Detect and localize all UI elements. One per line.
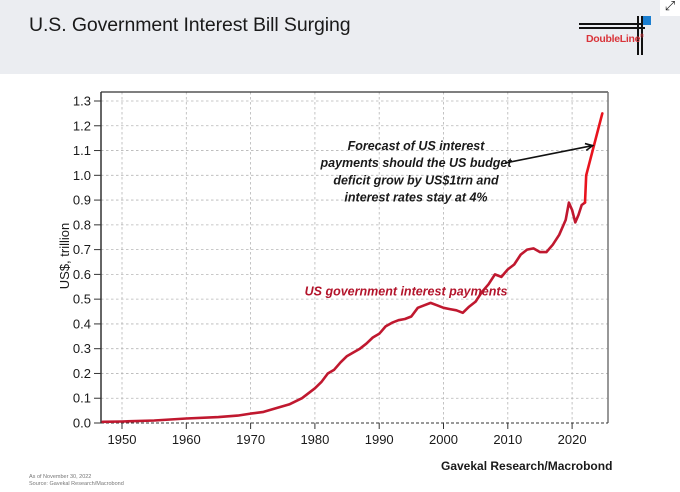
y-tick-label: 0.0 <box>73 416 91 431</box>
y-tick-label: 1.2 <box>73 118 91 133</box>
forecast-line <box>583 112 604 204</box>
x-tick-label: 1950 <box>108 432 137 447</box>
source-note: Source: Gavekal Research/Macrobond <box>29 481 124 487</box>
gridlines <box>101 92 608 423</box>
forecast-callout-line: payments should the US budget <box>320 156 513 170</box>
historical-interest-line <box>101 201 587 424</box>
callout-arrow-head-icon <box>584 142 595 152</box>
y-tick-label: 1.0 <box>73 168 91 183</box>
y-tick-label: 0.4 <box>73 316 91 331</box>
y-tick-label: 0.6 <box>73 267 91 282</box>
x-tick-label: 2020 <box>558 432 587 447</box>
y-tick-label: 0.3 <box>73 341 91 356</box>
logo-line <box>579 27 645 29</box>
y-tick-label: 0.1 <box>73 391 91 406</box>
x-tick-label: 2000 <box>429 432 458 447</box>
annotations: US government interest payments Forecast … <box>305 139 595 299</box>
x-tick-label: 2010 <box>493 432 522 447</box>
y-tick-label: 0.8 <box>73 217 91 232</box>
logo-square <box>643 16 651 25</box>
as-of-date: As of November 30, 2022 <box>29 474 92 480</box>
x-tick-label: 1990 <box>365 432 394 447</box>
y-tick-label: 0.5 <box>73 292 91 307</box>
x-tick-label: 1980 <box>300 432 329 447</box>
logo-text: DoubleLine® <box>586 33 644 45</box>
page-title: U.S. Government Interest Bill Surging <box>29 14 351 36</box>
logo-line <box>641 16 643 55</box>
y-tick-label: 0.7 <box>73 242 91 257</box>
header-bar: U.S. Government Interest Bill Surging Do… <box>0 0 680 74</box>
x-tick-label: 1970 <box>236 432 265 447</box>
forecast-callout-line: Forecast of US interest <box>348 139 486 153</box>
y-tick-label: 1.1 <box>73 143 91 158</box>
axes <box>94 91 609 429</box>
logo-line <box>637 16 639 55</box>
y-tick-label: 1.3 <box>73 94 91 109</box>
y-tick-label: 0.9 <box>73 193 91 208</box>
forecast-callout-line: deficit grow by US$1trn and <box>333 173 499 187</box>
y-axis-label: US$, trillion <box>57 223 72 289</box>
series-annotation: US government interest payments <box>305 285 508 299</box>
series-lines <box>101 112 604 424</box>
expand-arrows-icon[interactable]: ⤢ <box>660 0 680 16</box>
y-tick-label: 0.2 <box>73 366 91 381</box>
forecast-callout-line: interest rates stay at 4% <box>344 191 487 205</box>
tick-labels: 0.0 0.1 0.2 0.3 0.4 0.5 0.6 0.7 0.8 0.9 1.0 1.1 1.2 1… <box>57 94 587 448</box>
x-tick-label: 1960 <box>172 432 201 447</box>
chart-credit: Gavekal Research/Macrobond <box>441 459 613 473</box>
doubleline-logo: DoubleLine® <box>571 14 667 56</box>
callout-arrow-shaft <box>504 144 593 164</box>
logo-line <box>579 23 645 25</box>
